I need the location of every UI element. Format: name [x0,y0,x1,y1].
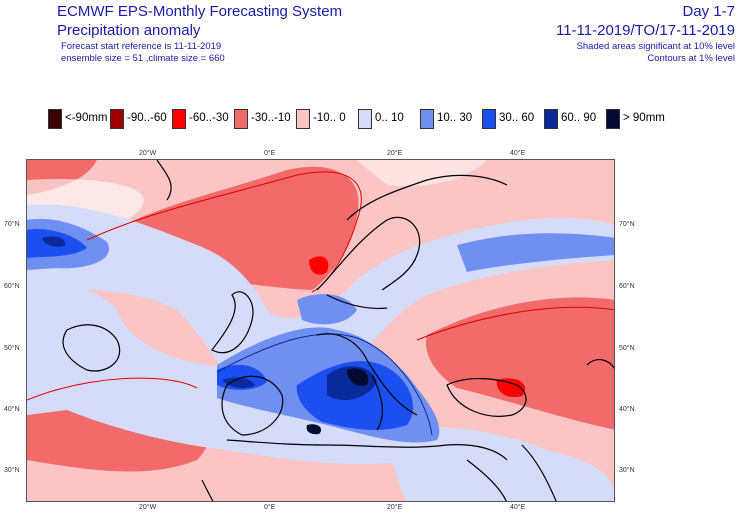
anomaly-map [26,159,615,502]
legend-swatch [234,109,248,129]
lon-tick-bottom: 0°E [264,504,276,511]
coastline [62,324,121,372]
legend-swatch [544,109,558,129]
contour-dry [86,171,362,293]
lon-tick-top: 20°W [139,150,157,157]
legend-label: -60..-30 [189,112,229,124]
legend-label: > 90mm [623,112,665,124]
color-legend: <-90mm -90..-60 -60..-30 -30..-10 -10.. … [48,109,688,129]
contour-dry [416,306,614,341]
anomaly-fill-wet-very-strong [42,236,66,247]
coastline [316,333,418,431]
legend-label: <-90mm [65,112,108,124]
legend-label: 0.. 10 [375,112,404,124]
coastline [226,439,508,461]
ensemble-size: ensemble size = 51 ,climate size = 660 [61,53,225,64]
legend-label: -10.. 0 [313,112,346,124]
map-subtitle: Precipitation anomaly [57,22,201,39]
coastline [211,291,254,354]
coastline [521,444,557,501]
legend-swatch [172,109,186,129]
lat-tick-right: 30°N [619,467,635,474]
coastline [346,174,508,221]
lat-tick-right: 40°N [619,406,635,413]
forecast-reference: Forecast start reference is 11-11-2019 [61,41,222,52]
coastline [446,377,527,417]
lat-tick-right: 60°N [619,283,635,290]
lat-tick-left: 50°N [4,345,20,352]
coastline [586,359,614,370]
lon-tick-top: 40°E [510,150,526,157]
legend-label: -30..-10 [251,112,291,124]
date-range: 11-11-2019/TO/17-11-2019 [555,22,735,39]
anomaly-fill-dry-strong [496,378,526,398]
coastline [221,375,284,436]
significance-note: Shaded areas significant at 10% level [576,41,735,52]
legend-swatch [110,109,124,129]
map-canvas [27,160,614,501]
legend-label: -90..-60 [127,112,167,124]
contour-wet [216,333,433,436]
anomaly-fill-wet-extreme [347,368,369,386]
coastline [466,459,507,501]
coastline [316,216,421,310]
lat-tick-left: 70°N [4,221,20,228]
lon-tick-bottom: 20°W [139,504,157,511]
legend-swatch [296,109,310,129]
contour-dry [27,377,198,401]
lon-tick-top: 20°E [387,150,403,157]
lat-tick-right: 70°N [619,221,635,228]
legend-label: 30.. 60 [499,112,535,124]
lon-tick-top: 0°E [264,150,276,157]
contour-note: Contours at 1% level [647,53,735,64]
lat-tick-left: 30°N [4,467,20,474]
coastline [156,160,172,201]
legend-swatch [606,109,620,129]
day-range: Day 1-7 [682,3,735,20]
legend-swatch [48,109,62,129]
lat-tick-right: 50°N [619,345,635,352]
anomaly-fill-wet-extreme [306,424,322,435]
legend-swatch [358,109,372,129]
lon-tick-bottom: 40°E [510,504,526,511]
lon-tick-bottom: 20°E [387,504,403,511]
near-normal-area [357,160,487,187]
lat-tick-left: 40°N [4,406,20,413]
legend-swatch [420,109,434,129]
legend-label: 10.. 30 [437,112,473,124]
anomaly-fill-wet-mid [457,233,614,272]
lat-tick-left: 60°N [4,283,20,290]
map-title: ECMWF EPS-Monthly Forecasting System [57,3,343,20]
anomaly-fill-dry-mid [426,297,614,430]
legend-swatch [482,109,496,129]
anomaly-fill-dry-strong [309,256,329,275]
legend-label: 60.. 90 [561,112,597,124]
coastline [201,479,214,501]
anomaly-fill-wet-very-strong [222,377,255,388]
